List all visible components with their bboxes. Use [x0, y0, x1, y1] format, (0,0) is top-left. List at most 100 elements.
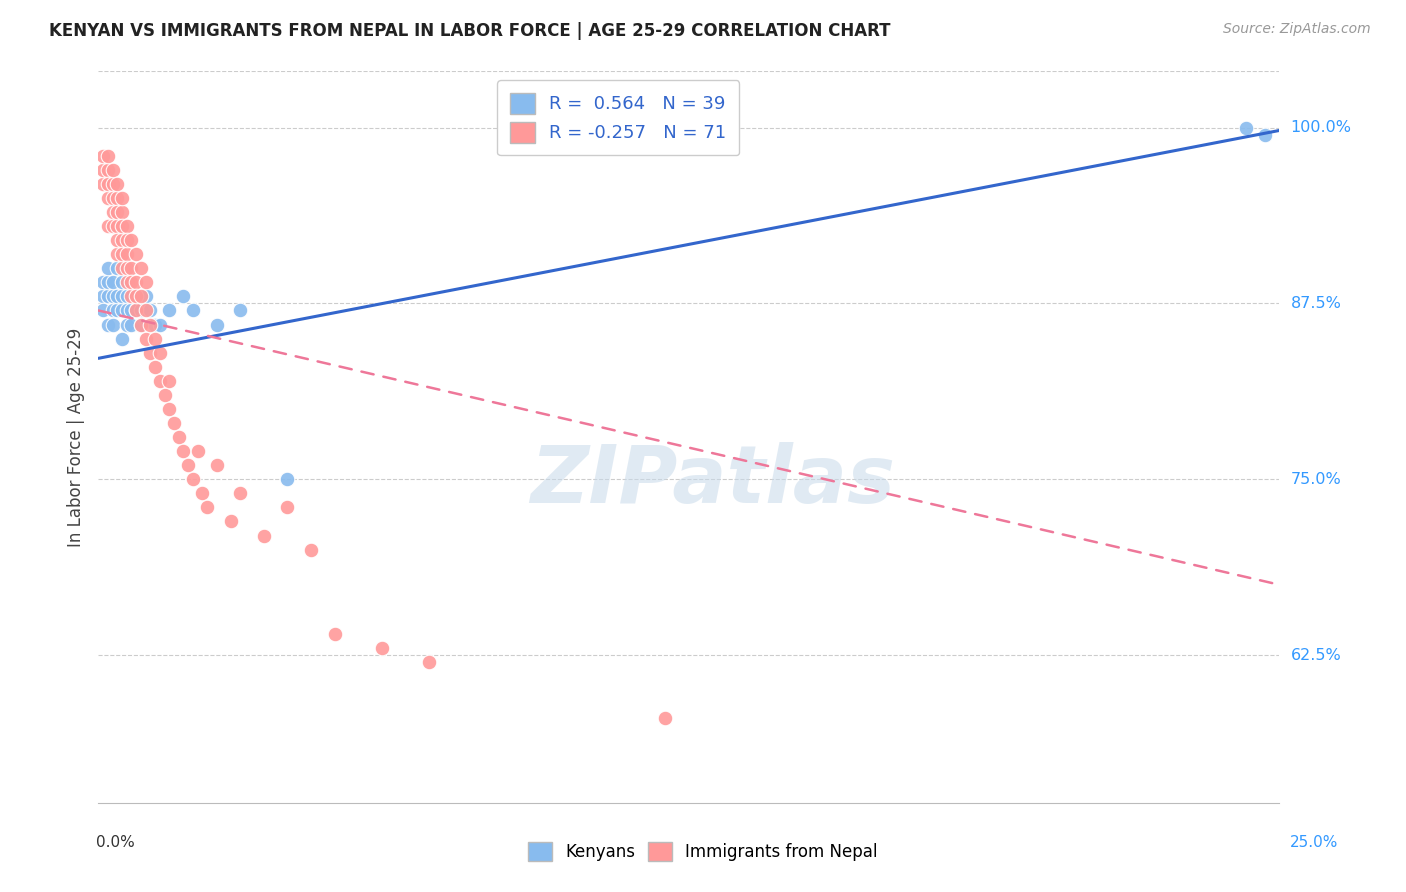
Point: [97, 261, 120, 276]
Point: [139, 345, 162, 359]
Point: [135, 332, 157, 346]
Point: [121, 276, 143, 290]
Point: [97, 162, 120, 177]
Text: ZIPatlas: ZIPatlas: [530, 442, 896, 520]
Point: [323, 627, 346, 641]
Point: [229, 303, 252, 318]
Point: [135, 276, 157, 290]
Point: [105, 233, 128, 247]
Point: [157, 374, 180, 388]
Point: [111, 233, 134, 247]
Point: [97, 318, 120, 332]
Point: [111, 191, 134, 205]
Point: [654, 711, 676, 725]
Point: [172, 444, 194, 458]
Point: [97, 191, 120, 205]
Point: [105, 303, 128, 318]
Point: [143, 332, 166, 346]
Point: [153, 388, 176, 402]
Point: [187, 444, 209, 458]
Point: [181, 303, 204, 318]
Point: [139, 318, 162, 332]
Point: [101, 303, 124, 318]
Point: [111, 219, 134, 233]
Text: 87.5%: 87.5%: [1291, 296, 1341, 311]
Point: [157, 401, 180, 416]
Point: [205, 318, 228, 332]
Point: [91, 303, 114, 318]
Point: [276, 472, 298, 486]
Point: [101, 205, 124, 219]
Point: [1254, 128, 1277, 142]
Text: 62.5%: 62.5%: [1291, 648, 1341, 663]
Point: [149, 318, 172, 332]
Point: [91, 177, 114, 191]
Point: [101, 177, 124, 191]
Point: [125, 303, 148, 318]
Point: [101, 191, 124, 205]
Point: [418, 655, 440, 669]
Point: [191, 486, 214, 500]
Point: [105, 261, 128, 276]
Point: [101, 318, 124, 332]
Point: [276, 500, 298, 515]
Point: [195, 500, 218, 515]
Point: [172, 289, 194, 303]
Point: [181, 472, 204, 486]
Point: [229, 486, 252, 500]
Point: [129, 318, 152, 332]
Point: [105, 219, 128, 233]
Point: [97, 149, 120, 163]
Point: [205, 458, 228, 473]
Point: [299, 542, 322, 557]
Point: [91, 162, 114, 177]
Point: [91, 289, 114, 303]
Point: [139, 303, 162, 318]
Point: [125, 289, 148, 303]
Point: [111, 261, 134, 276]
Point: [115, 303, 138, 318]
Point: [115, 276, 138, 290]
Point: [121, 318, 143, 332]
Point: [101, 162, 124, 177]
Point: [111, 247, 134, 261]
Point: [111, 205, 134, 219]
Point: [115, 289, 138, 303]
Point: [163, 416, 186, 430]
Text: Source: ZipAtlas.com: Source: ZipAtlas.com: [1223, 22, 1371, 37]
Point: [105, 191, 128, 205]
Point: [111, 332, 134, 346]
Y-axis label: In Labor Force | Age 25-29: In Labor Force | Age 25-29: [66, 327, 84, 547]
Point: [115, 247, 138, 261]
Point: [219, 515, 242, 529]
Point: [125, 289, 148, 303]
Point: [143, 318, 166, 332]
Point: [105, 247, 128, 261]
Text: 25.0%: 25.0%: [1291, 836, 1339, 850]
Point: [125, 247, 148, 261]
Point: [115, 233, 138, 247]
Point: [111, 276, 134, 290]
Point: [135, 303, 157, 318]
Point: [121, 261, 143, 276]
Point: [149, 345, 172, 359]
Point: [149, 374, 172, 388]
Text: 0.0%: 0.0%: [96, 836, 135, 850]
Point: [121, 303, 143, 318]
Point: [97, 276, 120, 290]
Legend: R =  0.564   N = 39, R = -0.257   N = 71: R = 0.564 N = 39, R = -0.257 N = 71: [496, 80, 740, 155]
Text: KENYAN VS IMMIGRANTS FROM NEPAL IN LABOR FORCE | AGE 25-29 CORRELATION CHART: KENYAN VS IMMIGRANTS FROM NEPAL IN LABOR…: [49, 22, 891, 40]
Point: [135, 289, 157, 303]
Point: [1234, 120, 1257, 135]
Point: [121, 233, 143, 247]
Point: [371, 641, 394, 656]
Point: [143, 359, 166, 374]
Point: [125, 276, 148, 290]
Point: [105, 177, 128, 191]
Point: [101, 289, 124, 303]
Point: [111, 289, 134, 303]
Point: [101, 276, 124, 290]
Point: [115, 318, 138, 332]
Point: [129, 289, 152, 303]
Text: 100.0%: 100.0%: [1291, 120, 1351, 135]
